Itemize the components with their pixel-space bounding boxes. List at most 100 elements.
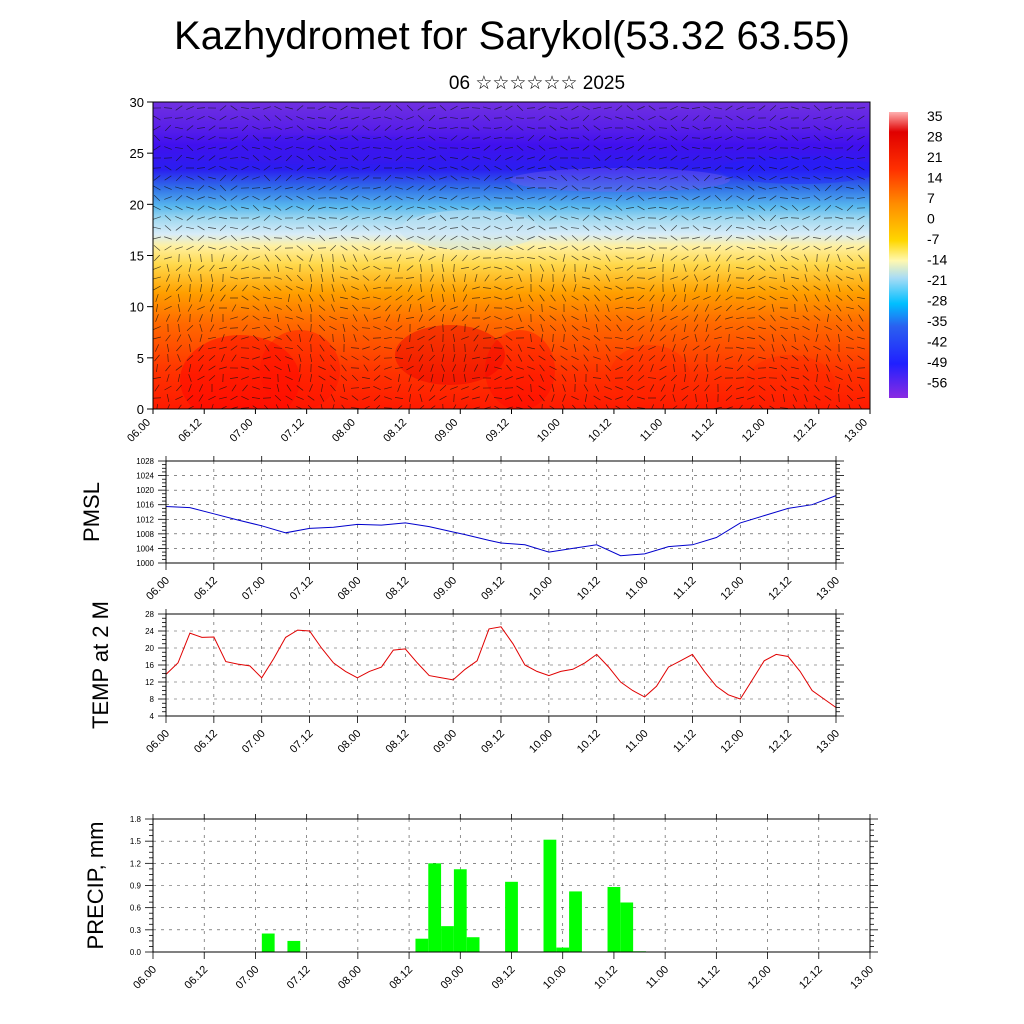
pmsl-chart: 1000 1004 1008 1012 1016 1020 1024 1028 06.00 06.… <box>79 456 844 603</box>
x-tick-label: 06.00 <box>131 964 159 992</box>
heatmap-x-tick: 10.12 <box>586 417 614 445</box>
x-tick-label: 07.12 <box>288 728 316 756</box>
heatmap-x-tick: 12.12 <box>791 417 819 445</box>
x-tick-label: 11.00 <box>623 575 650 602</box>
colorbar-label: -56 <box>927 375 947 391</box>
y-tick-label: 12 <box>145 678 154 687</box>
y-tick-label: 0.6 <box>130 904 142 913</box>
heatmap-x-tick: 06.00 <box>125 417 153 445</box>
colorbar-label: 0 <box>927 211 935 227</box>
y-tick-label: 1012 <box>136 515 154 524</box>
x-tick-label: 10.00 <box>527 728 555 756</box>
x-tick-label: 10.12 <box>575 575 603 603</box>
precip-bar <box>428 863 442 952</box>
heatmap-y-tick: 15 <box>130 249 144 264</box>
colorbar-gradient <box>889 112 908 398</box>
heatmap-y-tick: 20 <box>130 197 144 212</box>
precip-bar <box>466 937 480 952</box>
precip-bar <box>287 940 301 952</box>
x-tick-label: 13.00 <box>814 575 842 603</box>
heatmap-x-tick: 07.00 <box>228 417 256 445</box>
heatmap-x-tick: 08.12 <box>381 417 409 445</box>
precip-bar <box>607 886 621 952</box>
x-tick-label: 12.12 <box>766 575 794 603</box>
precip-bar <box>453 869 467 952</box>
colorbar-label: 14 <box>927 170 943 186</box>
chart-title: Kazhydromet for Sarykol(53.32 63.55) <box>174 14 850 58</box>
y-tick-label: 1.5 <box>130 837 142 846</box>
x-tick-label: 12.12 <box>766 728 794 756</box>
x-tick-label: 11.12 <box>695 964 722 991</box>
heatmap-x-tick: 09.12 <box>484 417 512 445</box>
heatmap-x-tick: 13.00 <box>842 417 870 445</box>
x-tick-label: 11.12 <box>671 575 698 602</box>
y-axis-label: PMSL <box>79 482 104 542</box>
y-tick-label: 8 <box>150 695 155 704</box>
y-tick-label: 1008 <box>136 530 154 539</box>
y-tick-label: 4 <box>150 712 155 721</box>
x-tick-label: 11.12 <box>671 728 698 755</box>
x-tick-label: 09.12 <box>479 728 507 756</box>
colorbar-label: 21 <box>927 149 943 165</box>
pmsl-line <box>165 495 837 557</box>
heatmap-x-tick: 06.12 <box>176 417 204 445</box>
x-tick-label: 06.00 <box>144 575 172 603</box>
heatmap-x-tick: 07.12 <box>279 417 307 445</box>
x-tick-label: 06.12 <box>192 728 220 756</box>
x-tick-label: 12.00 <box>718 728 746 756</box>
x-tick-label: 08.12 <box>383 575 411 603</box>
precip-bar <box>261 933 275 952</box>
x-tick-label: 11.00 <box>644 964 671 991</box>
heatmap-x-tick: 12.00 <box>740 417 768 445</box>
x-tick-label: 10.12 <box>575 728 603 756</box>
x-tick-label: 12.00 <box>718 575 746 603</box>
x-tick-label: 09.12 <box>490 964 518 992</box>
x-tick-label: 08.12 <box>387 964 415 992</box>
x-tick-label: 10.00 <box>527 575 555 603</box>
y-tick-label: 16 <box>145 661 154 670</box>
x-tick-label: 09.00 <box>431 728 459 756</box>
y-axis-label: TEMP at 2 M <box>88 601 113 729</box>
x-tick-label: 09.12 <box>479 575 507 603</box>
x-tick-label: 08.12 <box>383 728 411 756</box>
x-tick-label: 08.00 <box>336 728 364 756</box>
heatmap-y-tick: 5 <box>137 351 144 366</box>
y-tick-label: 1020 <box>136 486 154 495</box>
x-tick-label: 07.00 <box>240 728 268 756</box>
y-tick-label: 28 <box>145 610 154 619</box>
y-axis-label: PRECIP, mm <box>83 822 108 950</box>
x-tick-label: 07.12 <box>288 575 316 603</box>
heatmap-x-tick: 11.12 <box>689 417 716 444</box>
temperature-heatmap-panel: 0 5 10 15 20 25 30 06.00 06.12 07.00 07.12 08.00 08… <box>125 95 871 445</box>
y-tick-label: 0.9 <box>130 882 142 891</box>
x-tick-label: 10.12 <box>592 964 620 992</box>
precip-chart: 0.0 0.3 0.6 0.9 1.2 1.5 1.8 06.00 06.12 07.00 07.1… <box>83 814 878 992</box>
colorbar-label: 28 <box>927 129 943 145</box>
precip-bar <box>556 947 570 952</box>
heatmap-y-tick: 30 <box>130 95 144 110</box>
colorbar-label: -21 <box>927 272 947 288</box>
heatmap-x-tick: 11.00 <box>638 417 665 444</box>
x-tick-label: 08.00 <box>336 964 364 992</box>
x-tick-label: 11.00 <box>623 728 650 755</box>
heatmap-y-tick: 10 <box>130 300 144 315</box>
y-tick-label: 1.2 <box>130 859 142 868</box>
colorbar-label: -35 <box>927 313 947 329</box>
colorbar-label: -42 <box>927 334 947 350</box>
colorbar: 35 28 21 14 7 0 -7 -14 -21 -28 -35 -42 -49 -56 <box>889 108 947 398</box>
x-tick-label: 06.00 <box>144 728 172 756</box>
colorbar-label: -49 <box>927 354 947 370</box>
y-tick-label: 0.3 <box>130 926 142 935</box>
x-tick-label: 10.00 <box>541 964 569 992</box>
x-tick-label: 13.00 <box>848 964 876 992</box>
colorbar-label: -14 <box>927 252 947 268</box>
x-tick-label: 06.12 <box>192 575 220 603</box>
y-tick-label: 20 <box>145 644 154 653</box>
y-tick-label: 0.0 <box>130 948 142 957</box>
y-tick-label: 1016 <box>136 501 154 510</box>
heatmap-y-tick: 25 <box>130 146 144 161</box>
x-tick-label: 09.00 <box>431 575 459 603</box>
y-tick-label: 1028 <box>136 457 154 466</box>
colorbar-label: -28 <box>927 293 947 309</box>
